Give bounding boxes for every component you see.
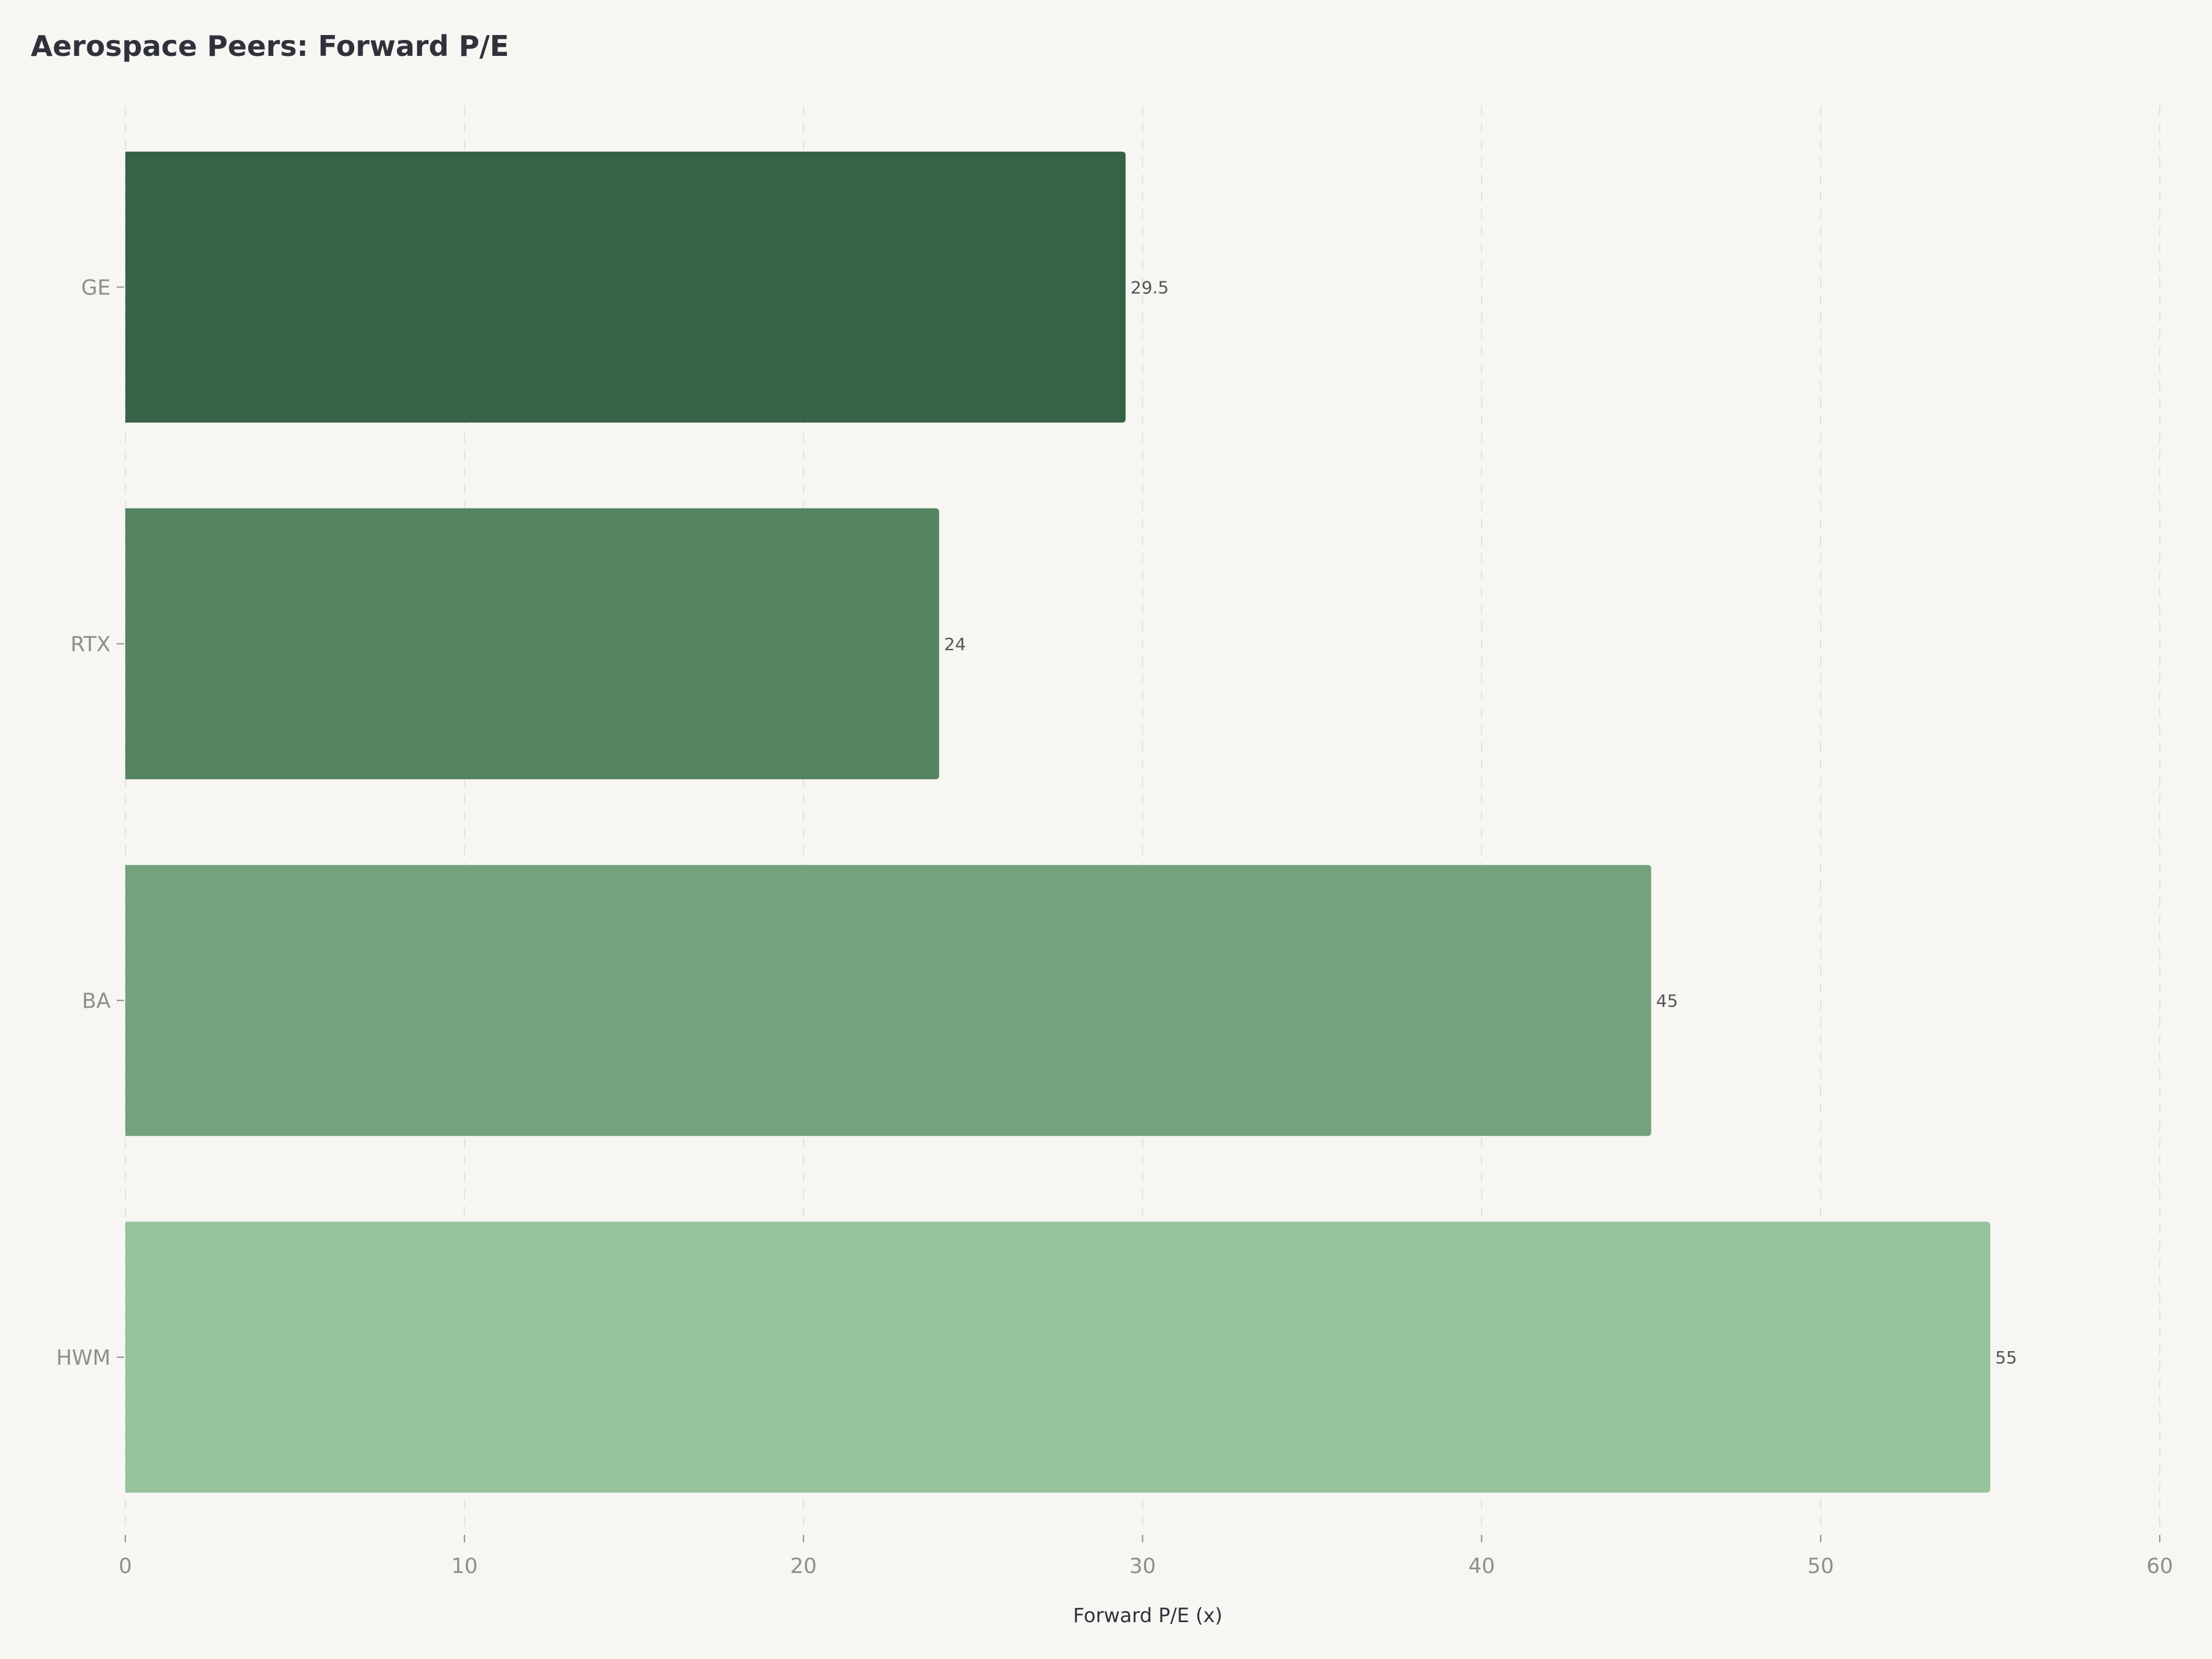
x-axis: 0 10 20 30 40 50 60 [119, 1535, 2173, 1579]
y-axis: GE RTX BA HWM [56, 275, 124, 1370]
x-tick-label: 50 [1808, 1554, 1834, 1579]
x-axis-label: Forward P/E (x) [1073, 1604, 1222, 1627]
bars: 29.5 24 45 55 [125, 151, 2017, 1493]
bar-rtx [125, 508, 939, 780]
value-label: 45 [1656, 990, 1678, 1011]
value-label: 55 [1995, 1347, 2017, 1368]
value-label: 29.5 [1131, 277, 1169, 297]
y-tick-label: BA [82, 989, 111, 1013]
y-tick-label: RTX [71, 632, 111, 657]
x-tick-label: 30 [1129, 1554, 1156, 1579]
x-tick-label: 20 [790, 1554, 817, 1579]
x-tick-label: 0 [119, 1554, 132, 1579]
x-tick-label: 10 [451, 1554, 477, 1579]
bar-hwm [125, 1222, 1991, 1493]
y-tick-label: GE [81, 275, 111, 300]
bar-ba [125, 865, 1652, 1136]
y-tick-label: HWM [56, 1346, 111, 1370]
x-tick-label: 60 [2146, 1554, 2173, 1579]
x-tick-label: 40 [1469, 1554, 1495, 1579]
chart-title: Aerospace Peers: Forward P/E [31, 29, 509, 63]
value-label: 24 [944, 634, 966, 654]
bar-ge [125, 151, 1126, 423]
